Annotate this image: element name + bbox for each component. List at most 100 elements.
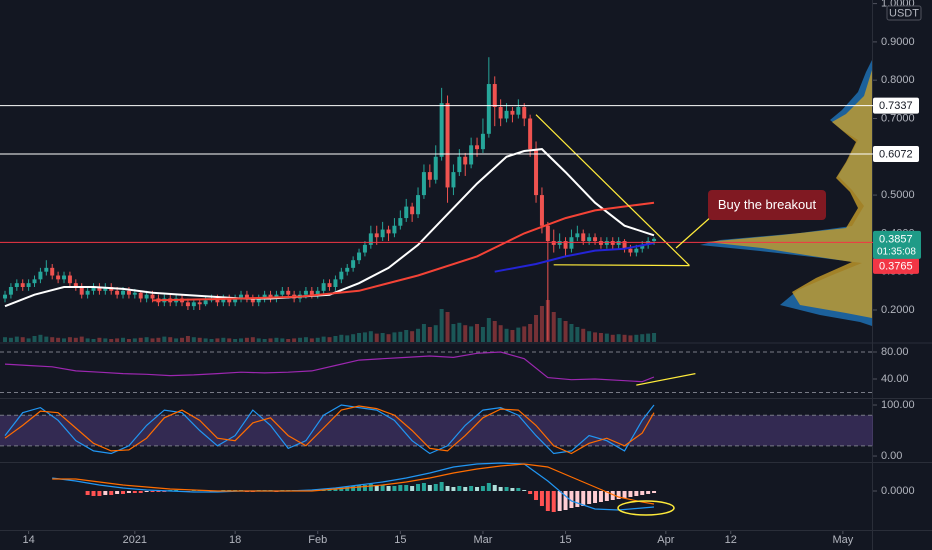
volume-bar [327, 337, 332, 342]
candle-body [587, 237, 592, 242]
candle-body [357, 252, 362, 261]
volume-bar [368, 331, 373, 342]
candle-body [445, 103, 450, 188]
candle-body [368, 233, 373, 245]
volume-bar [386, 334, 391, 342]
histogram-bar [587, 491, 592, 504]
candle-body [197, 302, 202, 305]
candle-body [244, 294, 249, 299]
candle-body [327, 283, 332, 288]
volume-bar [610, 334, 615, 342]
histogram-bar [575, 491, 580, 507]
candle-body [3, 294, 8, 299]
volume-bar [622, 334, 627, 342]
candle-body [256, 298, 261, 303]
y-tick-label: 0.0000 [881, 485, 915, 497]
volume-bar [646, 333, 651, 342]
volume-bar [79, 336, 84, 342]
histogram-bar [115, 491, 120, 494]
histogram-bar [628, 491, 633, 497]
histogram-bar [616, 491, 621, 499]
x-tick-label: 2021 [123, 534, 147, 546]
candle-body [469, 145, 474, 165]
candle-body [581, 233, 586, 242]
candle-body [67, 275, 72, 284]
candle-body [32, 279, 37, 284]
candle-body [569, 237, 574, 249]
histogram-bar [593, 491, 598, 503]
histogram-bar [162, 491, 167, 492]
volume-bar [504, 328, 509, 342]
y-tick-label: 1.0000 [881, 0, 915, 10]
volume-bar [185, 336, 190, 342]
volume-bar [256, 338, 261, 342]
level-label-box [873, 97, 919, 114]
candle-body [575, 233, 580, 238]
histogram-bar [392, 486, 397, 491]
volume-bar [516, 327, 521, 342]
level-label-box [873, 146, 919, 163]
histogram-bar [416, 484, 421, 491]
volume-bar [457, 322, 462, 342]
volume-bar [652, 333, 657, 342]
histogram-bar [121, 491, 126, 494]
volume-bar [298, 337, 303, 342]
histogram-bar [351, 486, 356, 491]
trendline [553, 264, 690, 267]
histogram-bar [569, 491, 574, 508]
currency-box [886, 5, 922, 21]
histogram-bar [439, 482, 444, 491]
histogram-bar [126, 491, 131, 493]
histogram-bar [598, 491, 603, 502]
candle-body [50, 267, 55, 276]
candle-body [250, 298, 255, 303]
histogram-bar [640, 491, 645, 495]
volume-bar [121, 337, 126, 342]
candle-body [20, 283, 25, 288]
histogram-bar [581, 491, 586, 506]
histogram-bar [103, 491, 108, 495]
histogram-bar [510, 488, 515, 491]
histogram-bar [528, 491, 533, 494]
x-tick-label: Apr [657, 534, 674, 546]
volume-bar [604, 333, 609, 342]
y-tick-label: 0.00 [881, 450, 902, 462]
candle-body [333, 279, 338, 288]
candle-body [404, 206, 409, 219]
candle-body [528, 118, 533, 150]
volume-bar [20, 337, 25, 342]
volume-bar [180, 337, 185, 342]
histogram-bar [433, 484, 438, 491]
volume-bar [191, 337, 196, 342]
volume-bar [587, 331, 592, 342]
volume-profile [700, 60, 872, 326]
candle-body [121, 290, 126, 295]
volume-bar [280, 338, 285, 342]
trendline [535, 114, 690, 267]
volume-bar [32, 336, 37, 342]
histogram-bar [551, 491, 556, 512]
volume-bar [339, 334, 344, 342]
moving-average [4, 148, 655, 308]
candle-body [73, 283, 78, 288]
candle-body [351, 260, 356, 268]
candle-body [622, 241, 627, 249]
volume-bar [321, 336, 326, 342]
volume-bar [380, 333, 385, 342]
indicator-line [4, 404, 655, 455]
histogram-bar [174, 490, 179, 491]
x-tick-label: 18 [229, 534, 241, 546]
histogram-bar [85, 491, 90, 495]
x-tick-label: 15 [394, 534, 406, 546]
candle-body [392, 225, 397, 234]
histogram-bar [475, 487, 480, 491]
level-label: 0.3765 [879, 260, 913, 272]
histogram-bar [410, 486, 415, 491]
candle-body [8, 287, 13, 295]
volume-bar [451, 324, 456, 342]
candle-body [463, 156, 468, 165]
candle-body [604, 241, 609, 245]
